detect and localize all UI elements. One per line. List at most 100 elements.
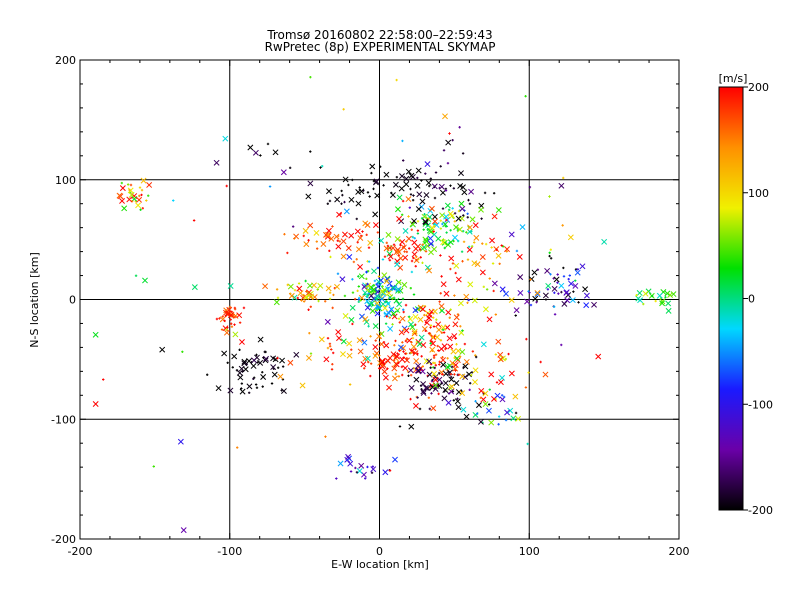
data-point-dot [433,361,437,365]
data-point-cross [239,388,246,395]
data-point-cross [438,303,445,310]
data-point-dot [367,325,370,328]
data-point-cross [445,399,452,406]
data-point-dot [428,184,431,188]
data-point-dot [461,152,465,155]
data-point-dot [424,329,427,333]
data-point-dot [504,357,508,361]
data-point-dot [492,289,495,293]
data-point-dot [350,348,353,351]
data-point-dot [448,132,451,135]
data-point-dot [404,339,408,343]
data-point-dot [255,386,259,389]
data-point-dot [494,397,497,401]
data-point-dot [385,315,388,318]
data-point-cross [246,358,252,364]
data-point-cross [499,286,506,293]
data-point-cross [401,281,408,288]
data-point-dot [386,301,389,304]
data-point-dot [439,292,442,295]
data-point-cross [545,282,552,289]
data-point-cross [374,192,381,199]
data-point-dot [388,296,391,300]
data-point-cross [358,462,365,469]
data-point-cross [318,336,325,343]
data-point-dot [238,348,241,352]
data-point-dot [329,255,332,259]
data-point-cross [373,178,380,185]
data-point-dot [421,261,424,265]
data-point-dot [560,290,563,294]
data-point-dot [528,291,531,294]
data-point-dot [422,228,425,231]
data-point-dot [355,217,358,221]
data-point-cross [414,182,421,189]
data-point-dot [468,202,472,205]
data-point-cross [424,161,431,168]
data-point-dot [432,354,436,357]
data-point-dot [381,258,385,261]
data-point-dot [454,271,457,275]
data-point-dot [440,331,444,334]
y-tick-label: -100 [51,413,76,426]
data-point-cross [396,301,403,308]
data-point-dot [474,354,477,357]
data-point-cross [305,355,312,361]
data-point-cross [504,409,511,416]
data-point-cross [378,359,385,366]
data-point-cross [508,231,515,238]
data-point-cross [392,456,398,463]
data-point-dot [398,425,402,428]
data-point-cross [382,469,389,476]
data-point-dot [355,258,358,261]
data-point-dot [442,331,446,334]
data-point-dot [451,390,455,393]
data-point-dot [315,247,319,250]
data-point-dot [502,395,506,399]
data-point-dot [572,290,575,293]
x-tick-label: 200 [669,545,690,558]
data-point-dot [348,383,352,386]
data-point-dot [432,356,436,359]
data-point-cross [466,246,473,253]
data-point-dot [462,366,465,369]
data-point-cross [455,276,462,283]
data-point-cross [469,216,476,223]
data-point-cross [455,389,462,395]
data-point-cross [579,263,586,270]
data-point-cross [665,307,672,314]
data-point-dot [405,250,409,254]
data-point-dot [357,298,360,301]
data-point-cross [325,285,332,292]
data-point-dot [404,303,408,307]
data-point-dot [302,300,306,303]
data-point-cross [463,413,470,420]
data-point-dot [423,313,426,317]
data-point-cross [467,224,473,231]
data-point-cross [417,316,424,323]
data-point-cross [382,374,389,381]
data-point-dot [326,202,330,205]
data-point-cross [402,365,409,372]
data-point-cross [395,286,402,293]
data-point-dot [240,382,244,385]
data-point-dot [402,308,405,311]
data-point-dot [358,186,361,189]
data-point-dot [481,242,484,245]
data-point-dot [432,325,436,328]
data-point-dot [432,230,435,233]
data-point-dot [549,273,552,276]
data-point-dot [452,363,455,366]
data-point-cross [393,297,400,304]
data-point-dot [291,225,295,228]
data-point-dot [427,217,430,220]
data-point-cross [361,283,368,290]
data-point-dot [394,339,397,343]
data-point-dot [328,345,332,348]
data-point-cross [423,384,429,391]
data-point-dot [340,189,343,193]
data-point-dot [429,342,432,345]
data-point-cross [491,280,498,287]
data-point-cross [451,333,458,340]
data-point-dot [439,339,443,342]
